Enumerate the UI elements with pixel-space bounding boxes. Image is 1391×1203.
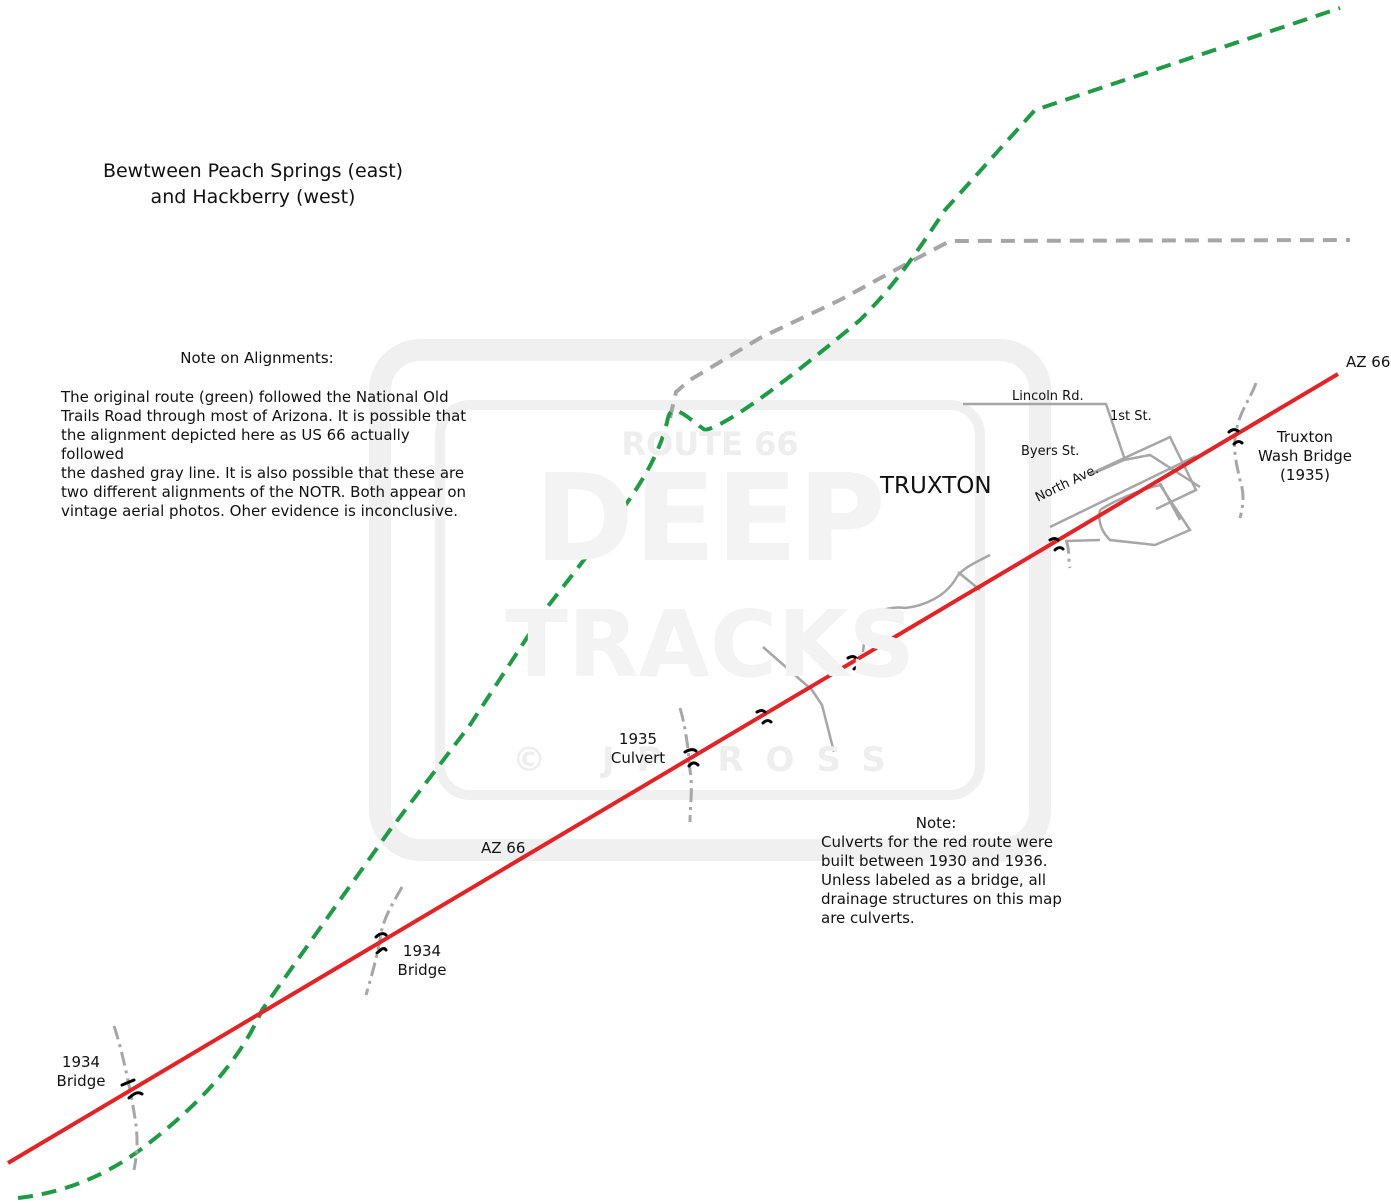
loop-road: [1098, 483, 1192, 547]
watermark-frame: [369, 339, 1051, 861]
wash-truxton: [1233, 382, 1258, 519]
watermark-line1: DEEP: [534, 450, 886, 589]
side-road: [1158, 482, 1182, 521]
note-alignments-body: The original route (green) followed the …: [61, 388, 467, 520]
possible-alignment-gray: [668, 238, 1351, 419]
culvert-marker-4: [1048, 537, 1065, 552]
note-alignments-heading: Note on Alignments:: [180, 349, 334, 367]
west-bridge-label: 1934 Bridge: [56, 1053, 106, 1090]
az66-label-mid: AZ 66: [481, 839, 526, 857]
az66-label-east: AZ 66: [1346, 353, 1391, 371]
lincoln-rd: [963, 402, 1127, 461]
culvert-1935-marker: [683, 748, 700, 768]
mid-bridge-label: 1934 Bridge: [397, 942, 447, 979]
culvert-marker-2: [755, 709, 773, 725]
culvert-1935-label: 1935 Culvert: [610, 730, 666, 767]
west-road: [861, 553, 991, 653]
culvert-marker-3: [846, 655, 864, 671]
spur-road: [1065, 538, 1101, 543]
note-culverts-heading: Note:: [915, 814, 957, 832]
byers-connector: [1091, 453, 1201, 489]
structure-markers: [120, 428, 1244, 1100]
watermark-top: ROUTE 66: [621, 425, 799, 463]
mid-bridge-marker: [374, 932, 388, 955]
street-byers-st: Byers St.: [1021, 444, 1080, 459]
south-road: [762, 646, 836, 753]
truxton-wash-bridge-label: Truxton Wash Bridge (1935): [1257, 428, 1353, 484]
az66-current-route: [6, 372, 1340, 1165]
wash-east-culvert: [1064, 539, 1072, 569]
map-title-line2: and Hackberry (west): [150, 186, 356, 208]
watermark-line2: TRACKS: [505, 591, 915, 698]
wash-culvert-1935: [678, 707, 693, 823]
map-title-line1: Bewtween Peach Springs (east): [102, 160, 404, 182]
truxton-wash-bridge-marker: [1227, 428, 1244, 446]
town-label: TRUXTON: [880, 473, 992, 499]
original-route-green: [17, 6, 1341, 1200]
note-culverts-body: Culverts for the red route were built be…: [821, 833, 1062, 927]
north-ave: [1049, 454, 1197, 529]
watermark-credit: © JP ROSS: [512, 740, 908, 780]
west-bridge-marker: [120, 1078, 144, 1100]
street-1st-st: 1st St.: [1110, 409, 1152, 424]
street-lincoln-rd: Lincoln Rd.: [1012, 389, 1084, 404]
